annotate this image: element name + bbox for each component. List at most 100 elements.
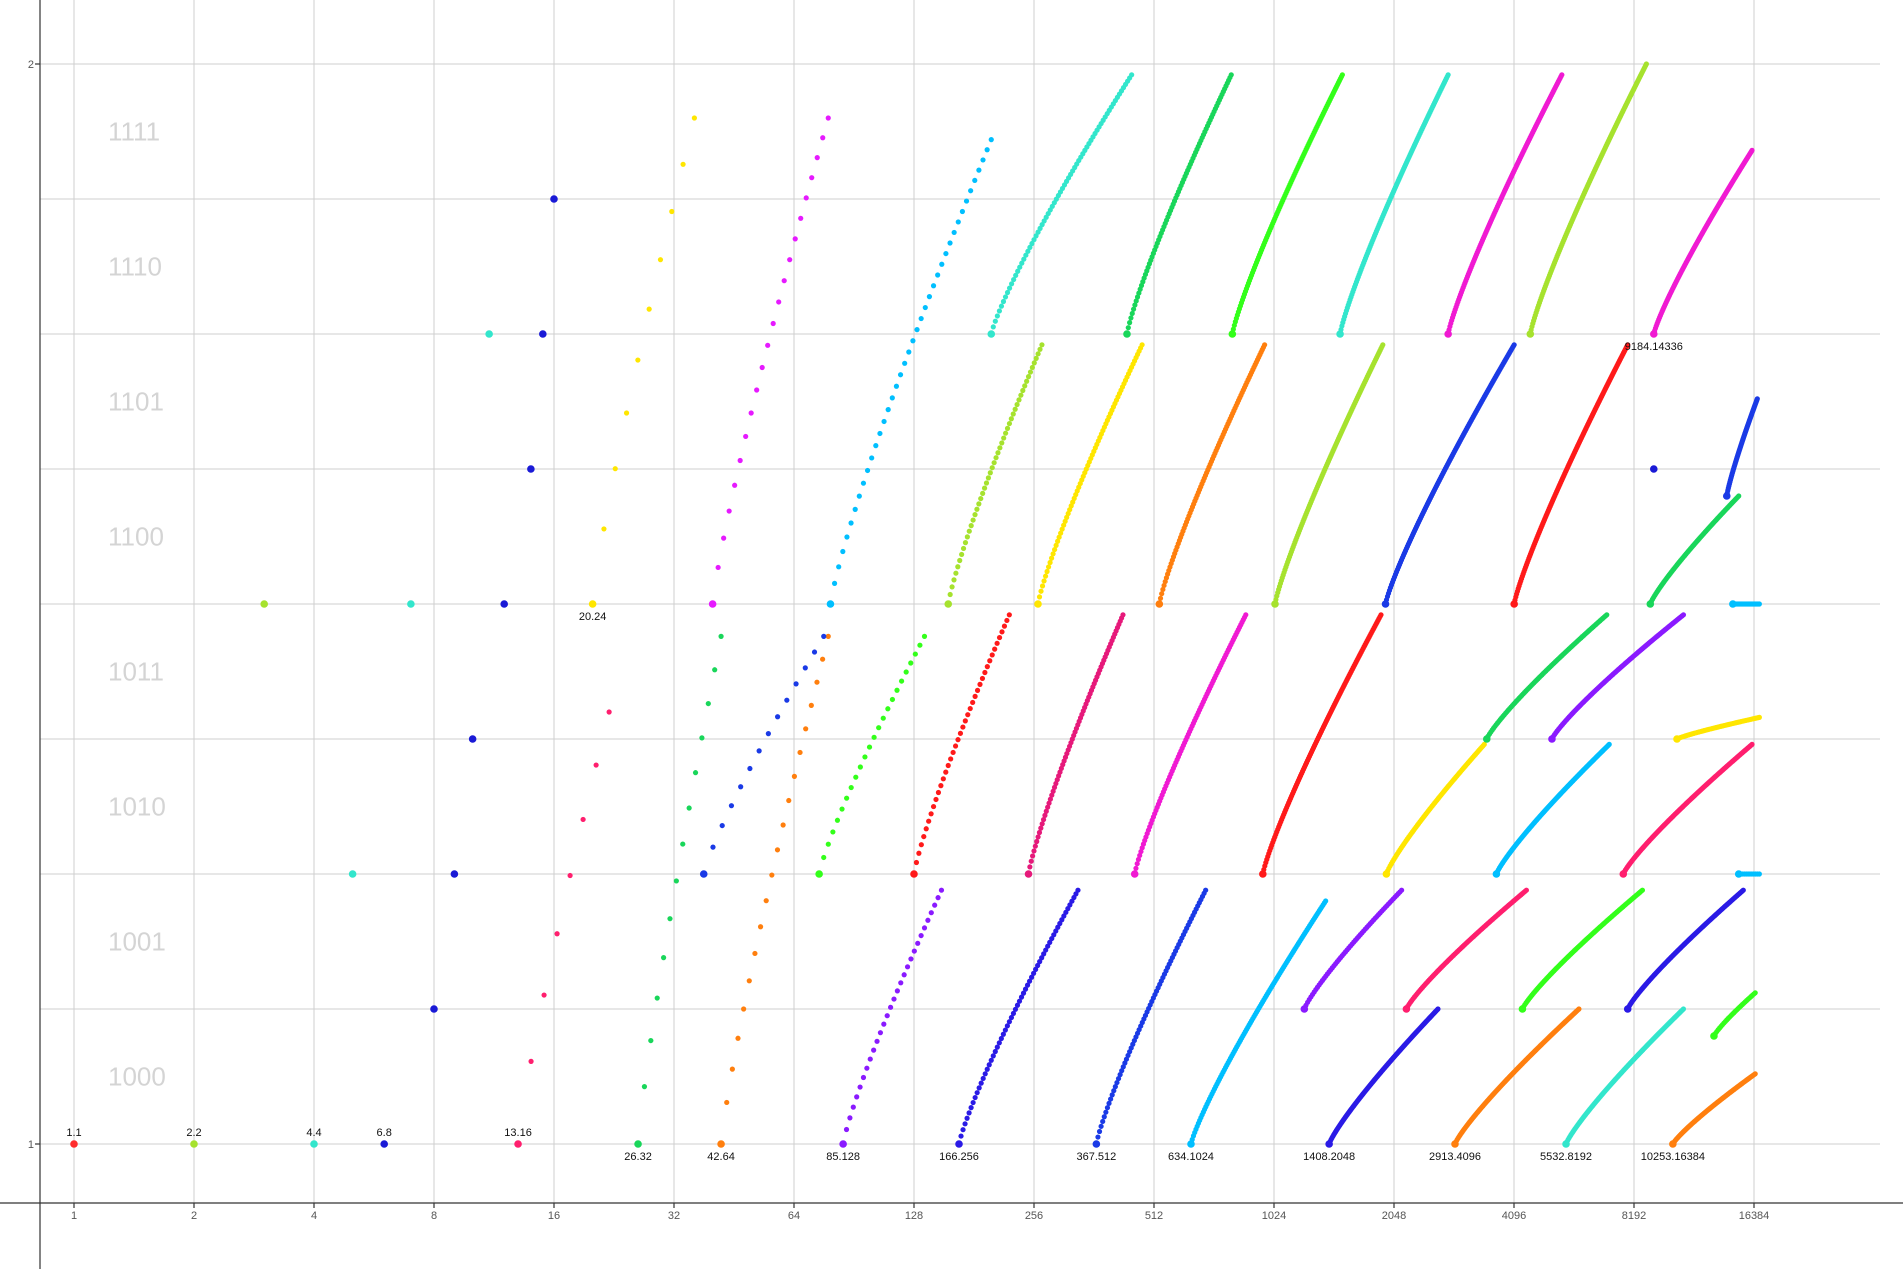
data-point <box>780 822 786 828</box>
data-point <box>738 784 744 790</box>
data-point <box>657 257 664 263</box>
data-point <box>1001 435 1007 441</box>
data-point <box>747 765 753 772</box>
data-point <box>916 850 922 856</box>
data-point <box>601 526 607 532</box>
data-point <box>955 737 961 743</box>
data-point <box>1026 978 1033 984</box>
data-point <box>718 633 724 640</box>
data-point <box>539 330 547 338</box>
data-point <box>1576 1006 1582 1012</box>
data-point <box>978 495 984 502</box>
data-point <box>1736 493 1742 499</box>
data-point <box>857 764 863 770</box>
data-point <box>786 797 792 804</box>
data-point <box>686 805 692 811</box>
data-point <box>887 1004 894 1010</box>
data-point <box>926 294 933 300</box>
data-point <box>1041 951 1047 957</box>
data-point <box>960 724 966 730</box>
data-point <box>1752 1071 1758 1077</box>
data-point <box>774 714 781 720</box>
data-point <box>641 1084 648 1090</box>
data-point <box>606 709 612 715</box>
data-point <box>1024 982 1031 988</box>
data-point <box>554 931 560 937</box>
data-point <box>970 517 976 523</box>
x-tick-label: 128 <box>905 1210 923 1222</box>
data-point <box>860 1074 867 1081</box>
data-point <box>1639 887 1646 893</box>
band-labels: 1000 1001 1010 1011 1100 1101 1110 1111 <box>108 117 166 1092</box>
data-point <box>904 964 911 970</box>
point-label: 1.1 <box>66 1127 81 1139</box>
data-point <box>921 833 927 840</box>
data-point <box>856 493 862 499</box>
data-point <box>949 584 955 590</box>
data-point <box>1606 741 1612 748</box>
data-point <box>884 1013 890 1019</box>
data-point <box>1037 346 1043 352</box>
data-point <box>981 485 988 491</box>
data-point <box>874 1038 880 1044</box>
data-point <box>1029 240 1035 247</box>
data-point <box>1059 526 1065 532</box>
data-point <box>1061 522 1067 528</box>
data-point <box>984 664 990 670</box>
x-tick-label: 256 <box>1025 1210 1043 1222</box>
band-label: 1110 <box>108 252 162 282</box>
data-point <box>70 1140 78 1148</box>
data-point <box>752 950 758 957</box>
data-point <box>1046 800 1052 806</box>
data-point <box>1038 588 1044 594</box>
data-point <box>190 1140 198 1148</box>
data-point <box>1000 1031 1006 1037</box>
data-point <box>776 299 782 305</box>
data-point <box>844 795 850 801</box>
data-point <box>994 313 1000 319</box>
data-point <box>1123 330 1131 338</box>
data-point <box>965 712 971 718</box>
data-point <box>930 283 937 289</box>
data-point <box>1125 325 1131 331</box>
data-point <box>885 706 891 712</box>
data-point <box>1045 804 1051 810</box>
x-tick-label: 16384 <box>1739 1210 1770 1222</box>
data-point <box>1243 612 1249 618</box>
data-point <box>997 445 1003 451</box>
data-point <box>550 195 558 203</box>
data-point <box>770 320 776 327</box>
data-point <box>992 318 998 324</box>
data-point <box>839 806 845 812</box>
data-point <box>996 634 1003 641</box>
data-point <box>921 633 928 640</box>
data-point <box>1103 1109 1109 1115</box>
point-label: 1408.2048 <box>1303 1151 1355 1163</box>
data-point <box>840 548 846 555</box>
data-point <box>746 978 752 984</box>
data-point <box>669 208 675 215</box>
data-point <box>1101 1114 1107 1120</box>
data-point <box>964 1115 970 1121</box>
data-point <box>1048 555 1055 561</box>
data-point <box>1399 887 1405 893</box>
data-point <box>989 465 995 471</box>
y-tick-label: 1 <box>28 1139 34 1151</box>
data-point <box>962 1121 968 1127</box>
data-point <box>1095 1134 1101 1140</box>
data-point <box>1096 1128 1103 1135</box>
data-point <box>834 817 841 823</box>
band-label: 1100 <box>108 522 164 552</box>
data-point <box>983 480 990 486</box>
data-point <box>1034 838 1040 845</box>
data-point <box>1024 870 1033 878</box>
data-point <box>962 540 969 546</box>
data-point <box>715 564 721 571</box>
data-point <box>976 1085 982 1091</box>
data-point <box>756 748 762 754</box>
data-point <box>1012 1006 1019 1012</box>
data-point <box>1042 812 1048 818</box>
data-point <box>808 702 814 708</box>
data-point <box>1157 595 1164 601</box>
data-point <box>1752 990 1758 996</box>
